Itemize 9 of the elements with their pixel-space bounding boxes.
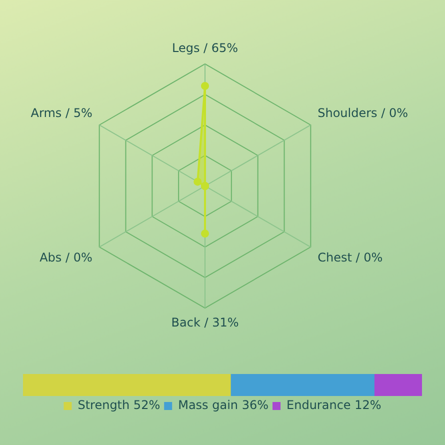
legend-label: Endurance 12% xyxy=(286,398,382,412)
legend-label: Strength 52% xyxy=(78,398,160,412)
spoke-label: Arms / 5% xyxy=(30,106,92,120)
spoke-label: Legs / 65% xyxy=(172,40,238,55)
legend-label: Mass gain 36% xyxy=(178,398,269,412)
spoke-label: Abs / 0% xyxy=(40,250,92,264)
spoke-label: Chest / 0% xyxy=(318,250,383,264)
spoke-label: Back / 31% xyxy=(171,315,239,330)
spoke-label: Shoulders / 0% xyxy=(318,106,408,120)
